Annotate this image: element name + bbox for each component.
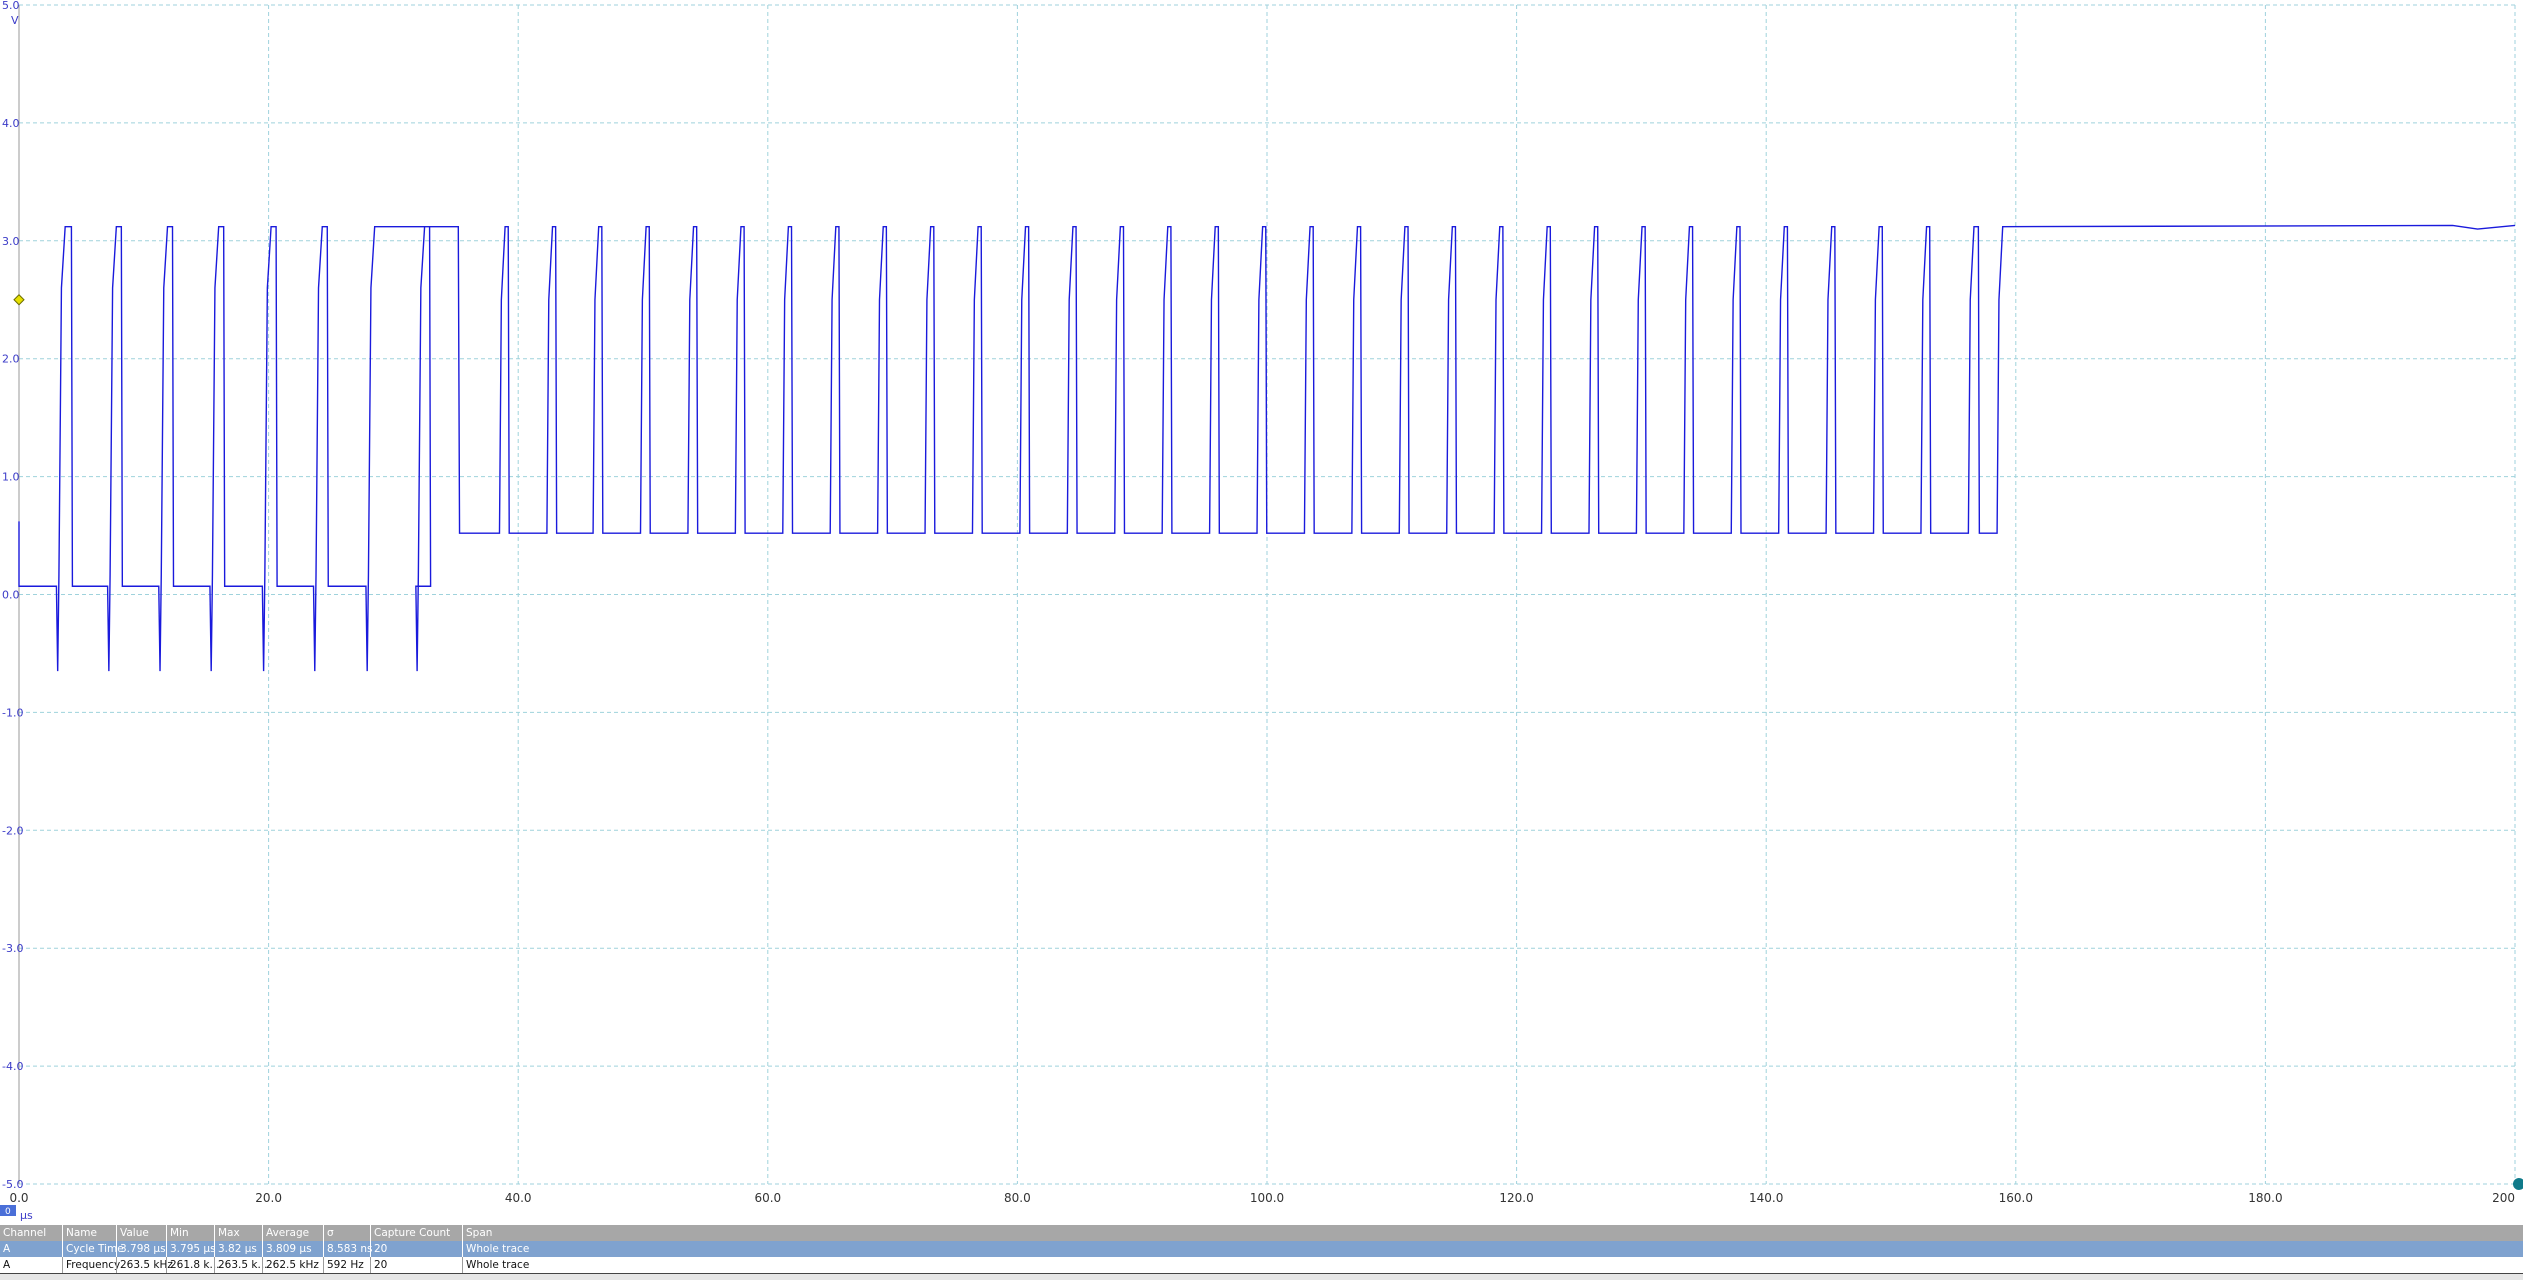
y-tick-label: -1.0 [2, 706, 23, 719]
table-cell: Frequency [62, 1257, 120, 1273]
table-cell: A [3, 1243, 11, 1255]
y-axis-unit: V [11, 14, 19, 27]
y-tick-label: 5.0 [2, 0, 20, 12]
column-header: Min [166, 1225, 214, 1241]
oscilloscope-view[interactable]: 5.0 4.0 3.0 2.0 1.0 0.0 -1.0 -2.0 -3.0 -4.0 -5.0 0… [0, 0, 2523, 1225]
x-tick-label: 20.0 [255, 1191, 282, 1205]
x-axis-ticks: 0.0 20.0 40.0 60.0 80.0 100.0 120.0 140.0 160.0 1… [9, 1191, 2515, 1205]
y-tick-label: -3.0 [2, 942, 23, 955]
y-tick-label: 0.0 [2, 589, 20, 602]
trigger-level-marker[interactable] [13, 294, 25, 306]
x-axis-unit: µs [20, 1209, 33, 1222]
table-cell: 263.5 kHz [116, 1257, 173, 1273]
table-cell: 262.5 kHz [262, 1257, 323, 1273]
table-cell: 20 [370, 1257, 462, 1273]
x-tick-label: 60.0 [754, 1191, 781, 1205]
status-bar [0, 1273, 2523, 1280]
x-tick-label: 180.0 [2248, 1191, 2282, 1205]
table-row[interactable]: A Cycle Time 3.798 µs 3.795 µs 3.82 µs 3.809 … [0, 1241, 2523, 1257]
table-cell: 3.798 µs [116, 1241, 166, 1257]
column-header: Channel [3, 1227, 47, 1239]
x-tick-label: 40.0 [505, 1191, 532, 1205]
column-header: Name [62, 1225, 116, 1241]
table-cell: Whole trace [462, 1257, 662, 1273]
table-cell: 261.8 k... [166, 1257, 220, 1273]
y-tick-label: 1.0 [2, 471, 20, 484]
measurements-table: Channel Name Value Min Max Average σ Capture Co… [0, 1225, 2523, 1273]
y-tick-label: 4.0 [2, 117, 20, 130]
table-cell: 3.795 µs [166, 1241, 216, 1257]
x-tick-label: 160.0 [1999, 1191, 2033, 1205]
ruler-handle[interactable] [2513, 1178, 2523, 1190]
y-tick-label: -2.0 [2, 824, 23, 837]
x-tick-label: 100.0 [1250, 1191, 1284, 1205]
column-header: Max [214, 1225, 262, 1241]
channel-badge-label: 0 [5, 1207, 11, 1217]
y-axis-ticks: 5.0 4.0 3.0 2.0 1.0 0.0 -1.0 -2.0 -3.0 -4.0 -5.0 [2, 0, 23, 1191]
column-header: Value [116, 1225, 166, 1241]
table-cell: A [3, 1259, 11, 1271]
table-cell: 3.82 µs [214, 1241, 262, 1257]
x-tick-label: 0.0 [9, 1191, 28, 1205]
table-cell: Whole trace [462, 1241, 662, 1257]
graticule [18, 4, 2516, 1185]
waveform-plot[interactable]: 5.0 4.0 3.0 2.0 1.0 0.0 -1.0 -2.0 -3.0 -4.0 -5.0 0… [0, 0, 2523, 1225]
x-tick-label: 80.0 [1004, 1191, 1031, 1205]
table-cell: 20 [370, 1241, 462, 1257]
channel-a-trace [18, 224, 2516, 672]
table-cell: 8.583 ns [323, 1241, 373, 1257]
x-tick-label: 120.0 [1499, 1191, 1533, 1205]
column-header: σ [323, 1225, 370, 1241]
table-row[interactable]: A Frequency 263.5 kHz 261.8 k... 263.5 k... 2… [0, 1257, 2523, 1273]
y-tick-label: 3.0 [2, 235, 20, 248]
column-header: Capture Count [370, 1225, 462, 1241]
table-cell: Cycle Time [62, 1241, 124, 1257]
measurements-header-row: Channel Name Value Min Max Average σ Capture Co… [0, 1225, 2523, 1241]
column-header: Span [462, 1225, 662, 1241]
table-cell: 263.5 k... [214, 1257, 268, 1273]
table-cell: 3.809 µs [262, 1241, 323, 1257]
y-tick-label: 2.0 [2, 353, 20, 366]
table-cell: 592 Hz [323, 1257, 370, 1273]
y-tick-label: -4.0 [2, 1060, 23, 1073]
x-tick-label: 140.0 [1749, 1191, 1783, 1205]
channel-badge[interactable]: 0 [0, 1205, 16, 1217]
column-header: Average [262, 1225, 323, 1241]
x-tick-label: 200 [2492, 1191, 2515, 1205]
y-tick-label: -5.0 [2, 1178, 23, 1191]
